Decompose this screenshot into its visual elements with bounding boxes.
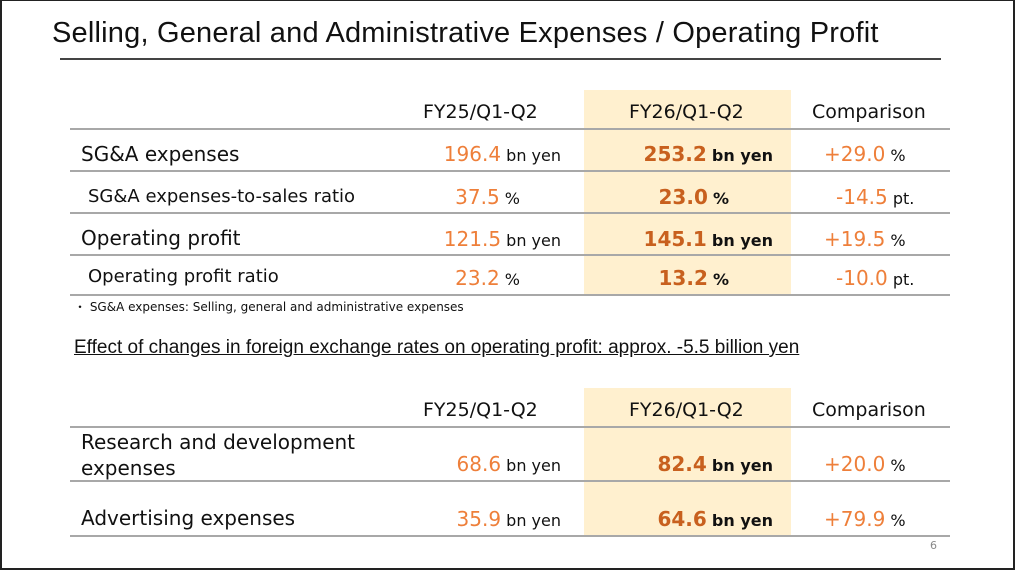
- fy25-number: 196.4: [443, 142, 502, 166]
- fy26-number: 82.4: [657, 452, 707, 476]
- comparison-unit: %: [890, 231, 906, 250]
- row-label: Operating profit ratio: [88, 266, 279, 287]
- comparison-number: +79.9: [824, 507, 886, 531]
- fy25-number: 37.5: [455, 185, 500, 209]
- fy26-unit: %: [712, 189, 729, 208]
- fy26-column-highlight: [584, 388, 791, 536]
- row-label-line: Research and development: [81, 430, 356, 454]
- header-fy25: FY25/Q1-Q2: [423, 101, 538, 123]
- row-label: SG&A expenses-to-sales ratio: [88, 186, 356, 207]
- comparison-number: +20.0: [824, 452, 886, 476]
- comparison-number: -14.5: [836, 185, 888, 209]
- fy26-value: 145.1 bn yen: [644, 227, 773, 251]
- fy25-value: 23.2 %: [455, 266, 520, 290]
- row-label-line: expenses: [81, 456, 176, 480]
- fy26-value: 23.0 %: [659, 185, 729, 209]
- fy26-unit: bn yen: [711, 146, 773, 165]
- fy25-unit: bn yen: [506, 456, 561, 475]
- comparison-value: -14.5 pt.: [836, 185, 914, 209]
- comparison-unit: %: [890, 511, 906, 530]
- row-label: SG&A expenses: [81, 142, 240, 166]
- row-label: Research and development expenses: [81, 429, 355, 481]
- fy26-number: 64.6: [657, 507, 707, 531]
- fy25-number: 35.9: [456, 507, 502, 531]
- header-comparison: Comparison: [812, 101, 926, 123]
- comparison-unit: %: [890, 146, 906, 165]
- fy25-unit: bn yen: [506, 511, 561, 530]
- table-rule: [70, 426, 950, 428]
- fy26-unit: bn yen: [711, 456, 773, 475]
- table-rule: [70, 254, 950, 256]
- header-comparison: Comparison: [812, 399, 926, 421]
- fy26-unit: bn yen: [711, 231, 773, 250]
- header-fy25: FY25/Q1-Q2: [423, 399, 538, 421]
- table-rule: [70, 212, 950, 214]
- comparison-value: +20.0 %: [824, 452, 906, 476]
- fy25-number: 23.2: [455, 266, 500, 290]
- fy26-number: 13.2: [658, 266, 708, 290]
- fy25-unit: bn yen: [506, 146, 561, 165]
- comparison-number: +29.0: [824, 142, 886, 166]
- fy26-value: 64.6 bn yen: [657, 507, 773, 531]
- fx-effect-note: Effect of changes in foreign exchange ra…: [74, 337, 800, 358]
- fy26-value: 13.2 %: [659, 266, 729, 290]
- fy25-number: 68.6: [456, 452, 502, 476]
- slide-title: Selling, General and Administrative Expe…: [52, 17, 879, 49]
- fy26-number: 23.0: [658, 185, 708, 209]
- comparison-number: +19.5: [824, 227, 886, 251]
- fy25-unit: %: [504, 189, 520, 208]
- table-rule: [70, 535, 950, 537]
- row-label: Operating profit: [81, 226, 241, 250]
- comparison-value: +79.9 %: [824, 507, 906, 531]
- table-rule: [70, 128, 950, 130]
- table-rule: [70, 480, 950, 482]
- footnote: ・ SG&A expenses: Selling, general and ad…: [74, 300, 464, 314]
- fy25-number: 121.5: [443, 227, 502, 251]
- row-label: Advertising expenses: [81, 506, 296, 530]
- fy25-unit: bn yen: [506, 231, 561, 250]
- fy26-number: 253.2: [643, 142, 707, 166]
- table-rule: [70, 294, 950, 296]
- fy26-number: 145.1: [643, 227, 707, 251]
- fy25-value: 35.9 bn yen: [457, 507, 561, 531]
- header-fy26: FY26/Q1-Q2: [629, 399, 744, 421]
- fy25-value: 196.4 bn yen: [444, 142, 561, 166]
- table-rule: [70, 170, 950, 172]
- comparison-unit: pt.: [892, 270, 915, 289]
- fy25-value: 68.6 bn yen: [457, 452, 561, 476]
- fy26-unit: %: [712, 270, 729, 289]
- comparison-value: -10.0 pt.: [836, 266, 914, 290]
- fy26-unit: bn yen: [711, 511, 773, 530]
- fy26-value: 82.4 bn yen: [657, 452, 773, 476]
- comparison-number: -10.0: [836, 266, 888, 290]
- fy25-value: 121.5 bn yen: [444, 227, 561, 251]
- fy26-value: 253.2 bn yen: [644, 142, 773, 166]
- comparison-value: +19.5 %: [824, 227, 906, 251]
- title-underline: [60, 58, 941, 60]
- fy25-unit: %: [504, 270, 520, 289]
- comparison-value: +29.0 %: [824, 142, 906, 166]
- comparison-unit: pt.: [892, 189, 915, 208]
- header-fy26: FY26/Q1-Q2: [629, 101, 744, 123]
- comparison-unit: %: [890, 456, 906, 475]
- fy25-value: 37.5 %: [455, 185, 520, 209]
- page-number: 6: [930, 539, 937, 552]
- fy26-column-highlight: [584, 90, 791, 295]
